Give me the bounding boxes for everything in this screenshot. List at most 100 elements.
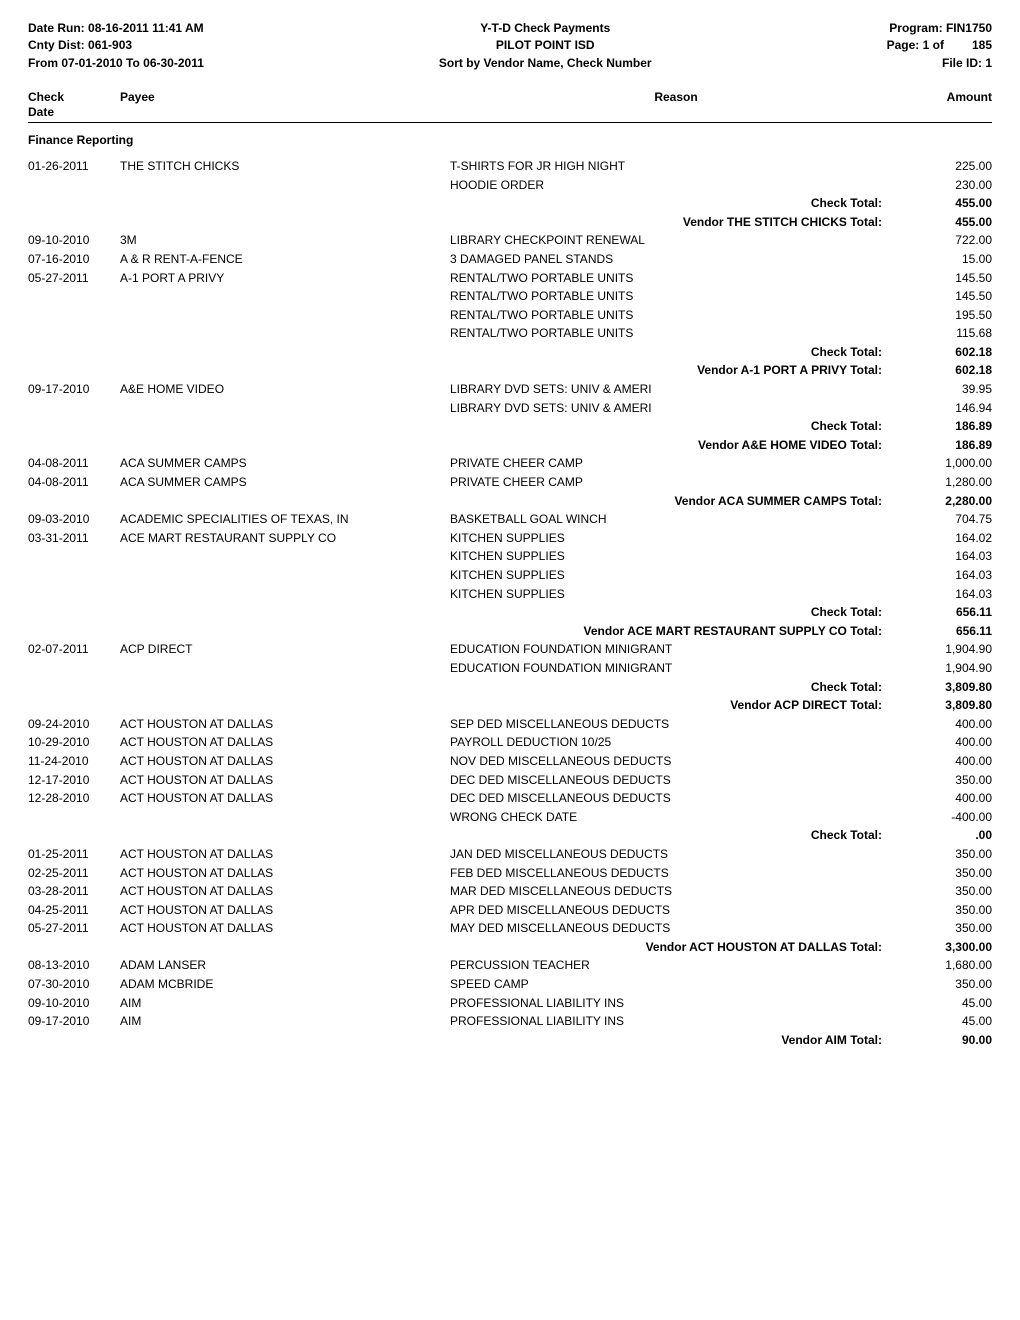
total-amount: 656.11 bbox=[902, 622, 992, 641]
table-row: 12-17-2010ACT HOUSTON AT DALLASDEC DED M… bbox=[28, 771, 992, 790]
table-row: EDUCATION FOUNDATION MINIGRANT1,904.90 bbox=[28, 659, 992, 678]
total-amount: 455.00 bbox=[902, 194, 992, 213]
cell-payee: ACT HOUSTON AT DALLAS bbox=[120, 882, 450, 901]
cell-payee: ACT HOUSTON AT DALLAS bbox=[120, 901, 450, 920]
table-row: HOODIE ORDER230.00 bbox=[28, 176, 992, 195]
cell-amount: 195.50 bbox=[902, 306, 992, 325]
total-amount: 3,300.00 bbox=[902, 938, 992, 957]
total-label: Check Total: bbox=[450, 194, 902, 213]
total-label: Vendor ACT HOUSTON AT DALLAS Total: bbox=[450, 938, 902, 957]
cell-amount: 45.00 bbox=[902, 994, 992, 1013]
cell-date: 11-24-2010 bbox=[28, 752, 120, 771]
cell-amount: 164.03 bbox=[902, 585, 992, 604]
cell-payee: AIM bbox=[120, 1012, 450, 1031]
total-amount: 186.89 bbox=[902, 436, 992, 455]
cell-date: 09-10-2010 bbox=[28, 994, 120, 1013]
total-row: Check Total:.00 bbox=[28, 826, 992, 845]
table-row: 03-31-2011ACE MART RESTAURANT SUPPLY COK… bbox=[28, 529, 992, 548]
cell-reason: KITCHEN SUPPLIES bbox=[450, 566, 902, 585]
cell-reason: APR DED MISCELLANEOUS DEDUCTS bbox=[450, 901, 902, 920]
table-row: 09-03-2010ACADEMIC SPECIALITIES OF TEXAS… bbox=[28, 510, 992, 529]
cell-reason: RENTAL/TWO PORTABLE UNITS bbox=[450, 269, 902, 288]
cell-date: 02-07-2011 bbox=[28, 640, 120, 659]
cell-date bbox=[28, 585, 120, 604]
cell-payee bbox=[120, 287, 450, 306]
cell-reason: LIBRARY DVD SETS: UNIV & AMERI bbox=[450, 399, 902, 418]
cell-payee: ACT HOUSTON AT DALLAS bbox=[120, 845, 450, 864]
cell-payee bbox=[120, 659, 450, 678]
table-row: 12-28-2010ACT HOUSTON AT DALLASDEC DED M… bbox=[28, 789, 992, 808]
table-row: 09-17-2010A&E HOME VIDEOLIBRARY DVD SETS… bbox=[28, 380, 992, 399]
cell-reason: DEC DED MISCELLANEOUS DEDUCTS bbox=[450, 771, 902, 790]
report-title-2: PILOT POINT ISD bbox=[439, 37, 652, 54]
table-row: 02-25-2011ACT HOUSTON AT DALLASFEB DED M… bbox=[28, 864, 992, 883]
cell-date: 10-29-2010 bbox=[28, 733, 120, 752]
program-value: FIN1750 bbox=[946, 21, 992, 35]
report-title-3: Sort by Vendor Name, Check Number bbox=[439, 55, 652, 72]
table-row: LIBRARY DVD SETS: UNIV & AMERI146.94 bbox=[28, 399, 992, 418]
cell-amount: 350.00 bbox=[902, 975, 992, 994]
cell-payee: ACT HOUSTON AT DALLAS bbox=[120, 752, 450, 771]
total-amount: 2,280.00 bbox=[902, 492, 992, 511]
cell-payee: ACT HOUSTON AT DALLAS bbox=[120, 733, 450, 752]
cell-reason: PAYROLL DEDUCTION 10/25 bbox=[450, 733, 902, 752]
cell-payee: ACT HOUSTON AT DALLAS bbox=[120, 771, 450, 790]
cell-date: 09-10-2010 bbox=[28, 231, 120, 250]
report-body: 01-26-2011THE STITCH CHICKST-SHIRTS FOR … bbox=[28, 157, 992, 1050]
cell-date bbox=[28, 176, 120, 195]
total-amount: 602.18 bbox=[902, 361, 992, 380]
cell-date: 01-26-2011 bbox=[28, 157, 120, 176]
cell-amount: 145.50 bbox=[902, 287, 992, 306]
total-amount: 3,809.80 bbox=[902, 678, 992, 697]
cell-date: 05-27-2011 bbox=[28, 269, 120, 288]
cell-amount: 225.00 bbox=[902, 157, 992, 176]
total-row: Vendor ACP DIRECT Total:3,809.80 bbox=[28, 696, 992, 715]
col-amount: Amount bbox=[902, 90, 992, 119]
total-amount: 602.18 bbox=[902, 343, 992, 362]
total-amount: 3,809.80 bbox=[902, 696, 992, 715]
cell-date: 04-08-2011 bbox=[28, 473, 120, 492]
cell-amount: 1,904.90 bbox=[902, 640, 992, 659]
header-center: Y-T-D Check Payments PILOT POINT ISD Sor… bbox=[439, 20, 652, 72]
cell-payee: ACE MART RESTAURANT SUPPLY CO bbox=[120, 529, 450, 548]
cell-payee: ACA SUMMER CAMPS bbox=[120, 454, 450, 473]
cell-date bbox=[28, 399, 120, 418]
table-row: KITCHEN SUPPLIES164.03 bbox=[28, 585, 992, 604]
total-amount: .00 bbox=[902, 826, 992, 845]
page-label: Page: 1 of bbox=[887, 37, 944, 54]
table-row: 07-30-2010ADAM MCBRIDESPEED CAMP350.00 bbox=[28, 975, 992, 994]
table-row: 05-27-2011ACT HOUSTON AT DALLASMAY DED M… bbox=[28, 919, 992, 938]
cell-reason: WRONG CHECK DATE bbox=[450, 808, 902, 827]
cell-reason: EDUCATION FOUNDATION MINIGRANT bbox=[450, 659, 902, 678]
total-amount: 455.00 bbox=[902, 213, 992, 232]
total-label: Vendor AIM Total: bbox=[450, 1031, 902, 1050]
cell-amount: 722.00 bbox=[902, 231, 992, 250]
cell-reason: LIBRARY CHECKPOINT RENEWAL bbox=[450, 231, 902, 250]
cell-amount: 115.68 bbox=[902, 324, 992, 343]
cell-payee: ADAM MCBRIDE bbox=[120, 975, 450, 994]
cell-reason: NOV DED MISCELLANEOUS DEDUCTS bbox=[450, 752, 902, 771]
cell-reason: 3 DAMAGED PANEL STANDS bbox=[450, 250, 902, 269]
cell-date: 02-25-2011 bbox=[28, 864, 120, 883]
file-id: File ID: 1 bbox=[887, 55, 992, 72]
cell-date bbox=[28, 324, 120, 343]
cell-reason: T-SHIRTS FOR JR HIGH NIGHT bbox=[450, 157, 902, 176]
date-range: From 07-01-2010 To 06-30-2011 bbox=[28, 55, 204, 72]
total-label: Check Total: bbox=[450, 343, 902, 362]
table-row: 04-08-2011ACA SUMMER CAMPSPRIVATE CHEER … bbox=[28, 473, 992, 492]
table-row: WRONG CHECK DATE-400.00 bbox=[28, 808, 992, 827]
cell-date bbox=[28, 306, 120, 325]
cell-amount: -400.00 bbox=[902, 808, 992, 827]
cell-reason: MAY DED MISCELLANEOUS DEDUCTS bbox=[450, 919, 902, 938]
total-amount: 90.00 bbox=[902, 1031, 992, 1050]
program-label: Program: bbox=[889, 21, 942, 35]
cell-payee: ACT HOUSTON AT DALLAS bbox=[120, 864, 450, 883]
cell-date: 07-30-2010 bbox=[28, 975, 120, 994]
total-row: Vendor AIM Total:90.00 bbox=[28, 1031, 992, 1050]
page-total: 185 bbox=[972, 37, 992, 54]
table-row: 04-08-2011ACA SUMMER CAMPSPRIVATE CHEER … bbox=[28, 454, 992, 473]
cell-reason: DEC DED MISCELLANEOUS DEDUCTS bbox=[450, 789, 902, 808]
cell-amount: 230.00 bbox=[902, 176, 992, 195]
cell-payee: THE STITCH CHICKS bbox=[120, 157, 450, 176]
table-row: RENTAL/TWO PORTABLE UNITS145.50 bbox=[28, 287, 992, 306]
